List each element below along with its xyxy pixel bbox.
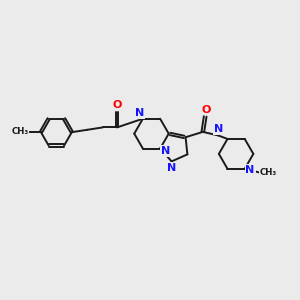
- Text: N: N: [167, 163, 176, 173]
- Text: O: O: [112, 100, 122, 110]
- Text: N: N: [161, 146, 170, 156]
- Text: N: N: [245, 165, 255, 175]
- Text: CH₃: CH₃: [259, 168, 277, 177]
- Text: O: O: [202, 105, 211, 115]
- Text: CH₃: CH₃: [11, 127, 29, 136]
- Text: N: N: [214, 124, 223, 134]
- Text: N: N: [135, 108, 144, 118]
